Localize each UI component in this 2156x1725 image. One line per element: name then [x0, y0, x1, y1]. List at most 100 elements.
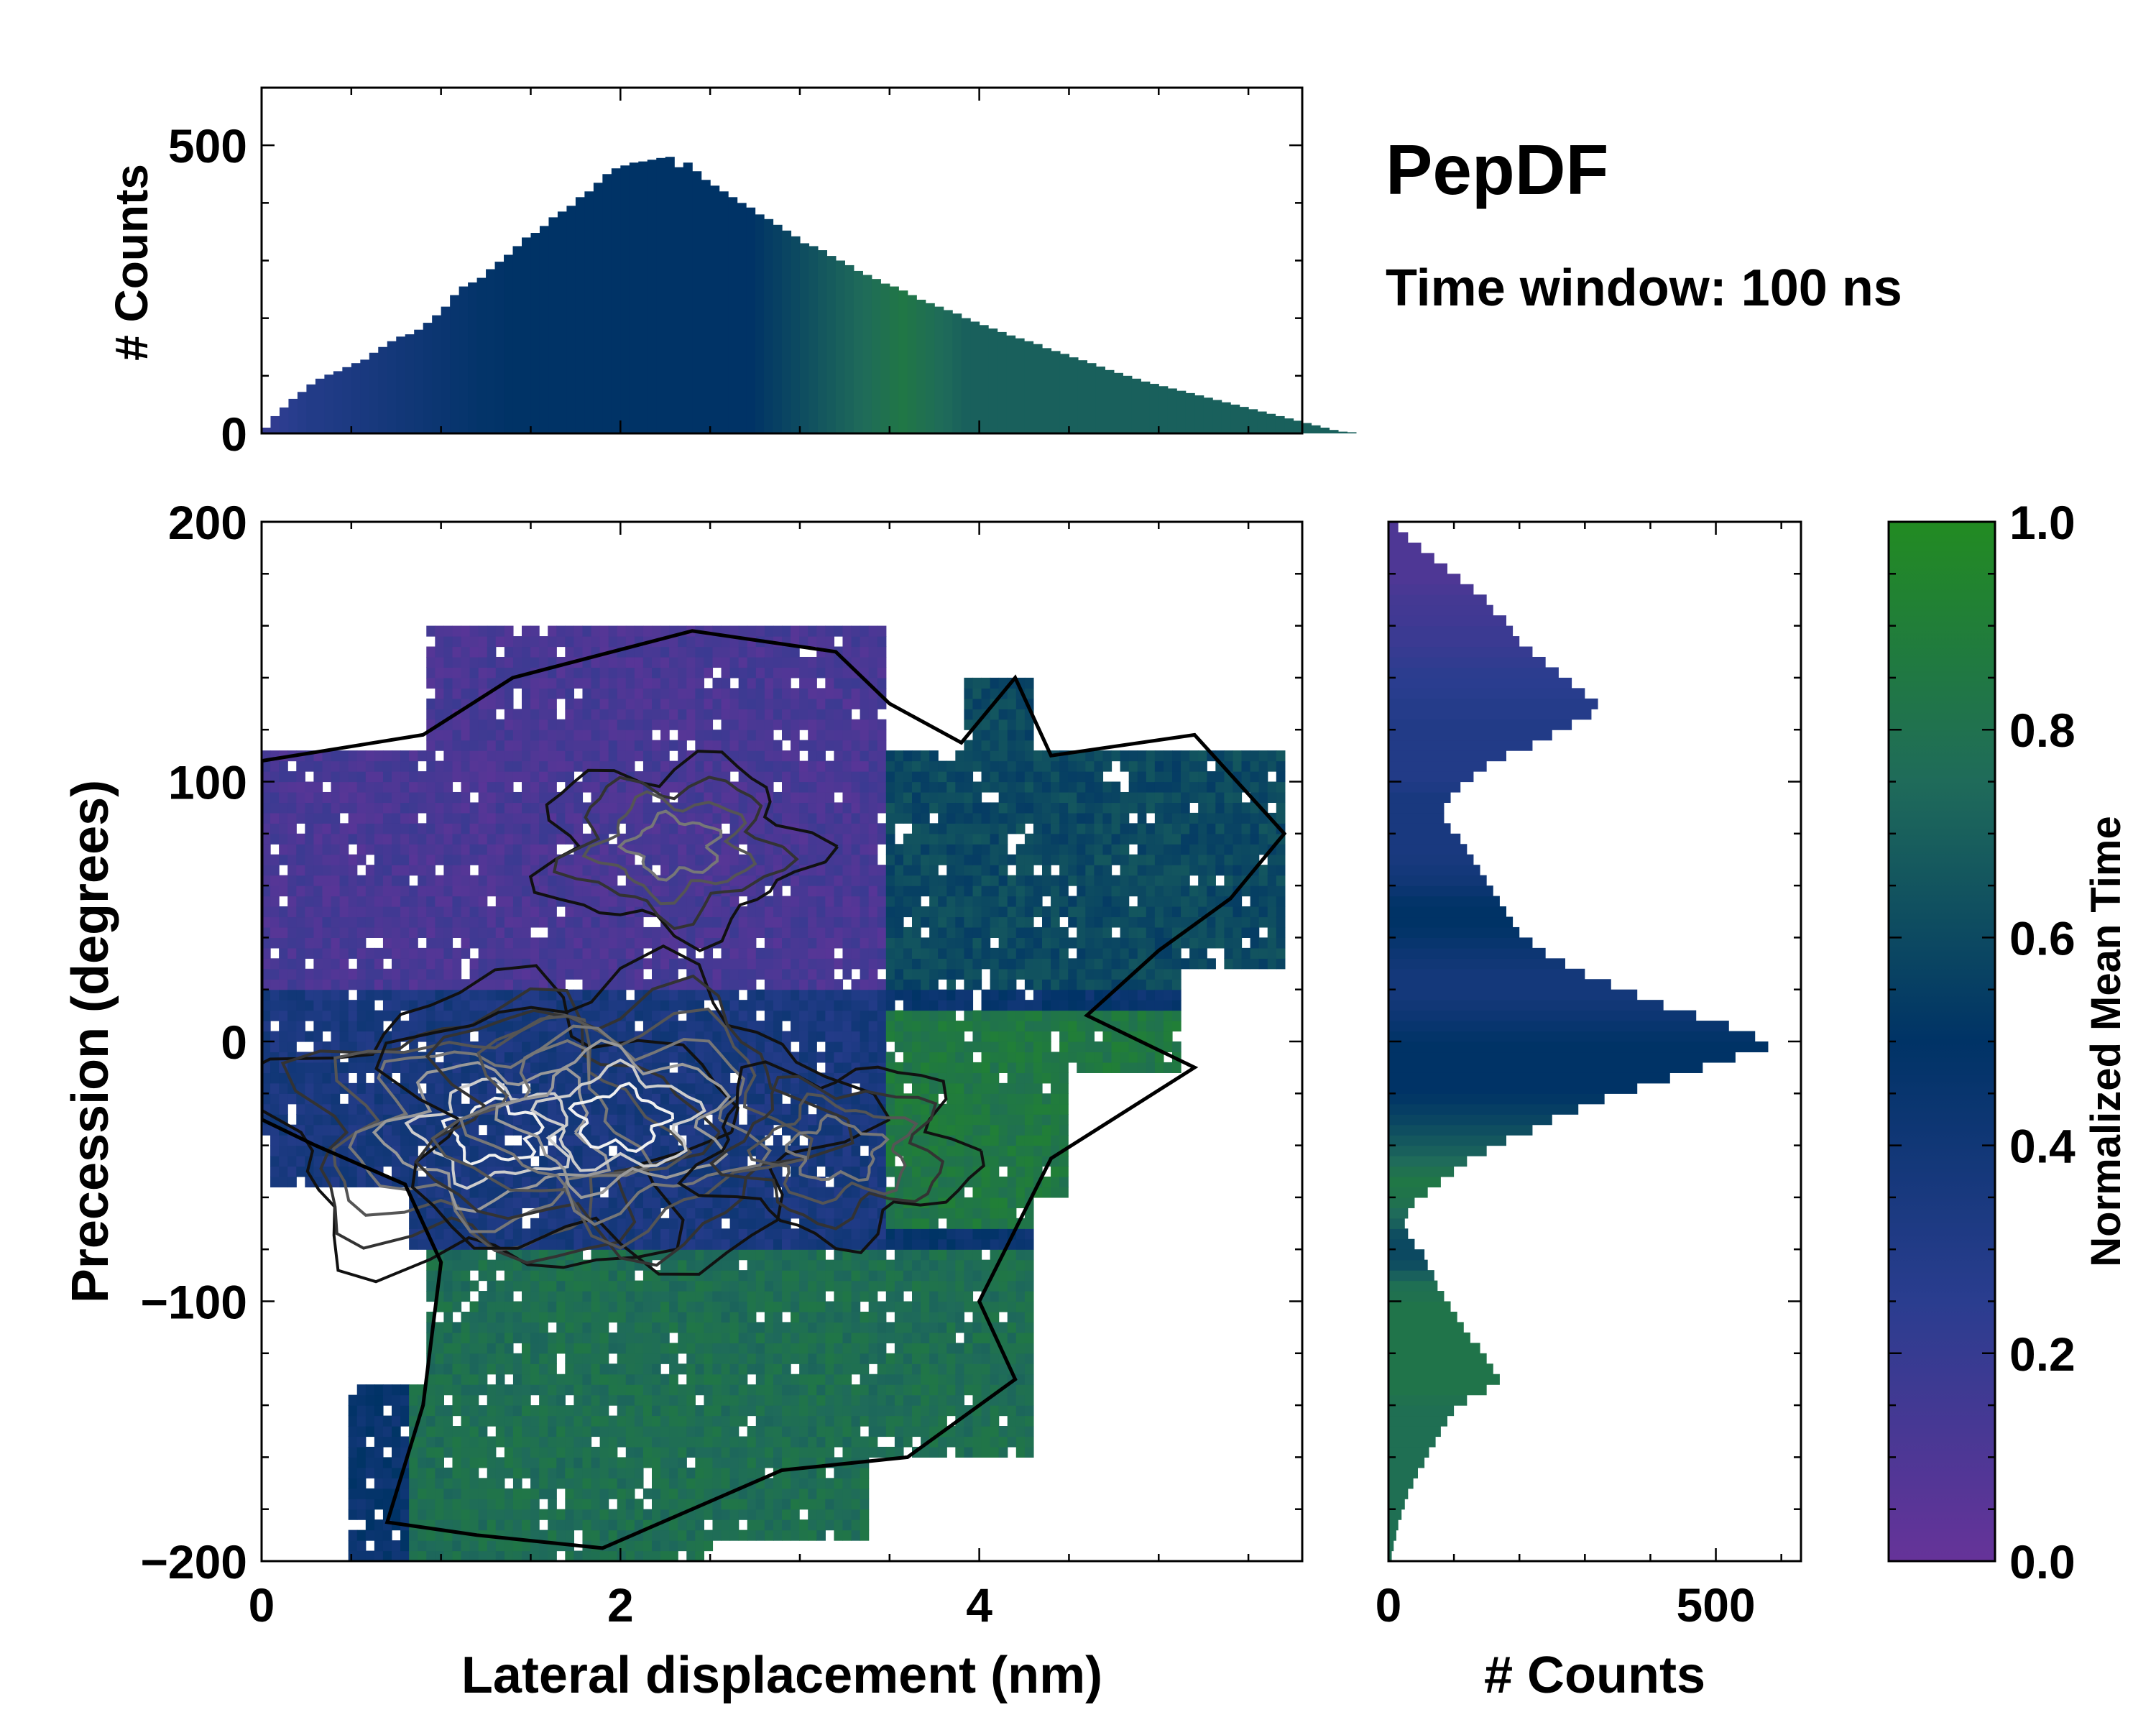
heatmap-cell — [764, 1488, 774, 1499]
heatmap-cell — [443, 833, 453, 845]
heatmap-cell — [565, 1343, 574, 1354]
heatmap-cell — [782, 979, 791, 990]
heatmap-cell — [791, 979, 800, 990]
heatmap-cell — [582, 1467, 592, 1478]
heatmap-cell — [418, 958, 427, 970]
heatmap-cell — [339, 823, 349, 834]
heatmap-cell — [634, 1405, 644, 1417]
heatmap-cell — [678, 709, 687, 720]
heatmap-cell — [652, 1218, 661, 1229]
heatmap-cell — [270, 958, 280, 970]
heatmap-cell — [642, 719, 653, 730]
heatmap-cell — [478, 760, 488, 772]
heatmap-cell — [426, 740, 436, 751]
heatmap-cell — [808, 1000, 817, 1011]
heatmap-cell — [382, 1499, 392, 1510]
heatmap-cell — [461, 636, 471, 648]
heatmap-cell — [452, 667, 462, 678]
heatmap-cell — [652, 937, 661, 949]
heatmap-cell — [764, 1238, 774, 1250]
heatmap-cell — [591, 1343, 601, 1354]
heatmap-cell — [400, 750, 410, 762]
heatmap-cell — [599, 989, 609, 1000]
heatmap-cell — [495, 968, 505, 980]
heatmap-cell — [287, 958, 297, 970]
top-hist-bar — [360, 359, 370, 433]
heatmap-cell — [686, 906, 696, 918]
heatmap-cell — [599, 1467, 609, 1478]
heatmap-cell — [695, 989, 704, 1000]
heatmap-cell — [660, 989, 670, 1000]
heatmap-cell — [591, 1374, 601, 1385]
heatmap-cell — [816, 802, 826, 814]
heatmap-cell — [660, 823, 670, 834]
heatmap-cell — [487, 865, 497, 876]
heatmap-cell — [825, 1509, 834, 1520]
heatmap-cell — [487, 1509, 497, 1520]
heatmap-cell — [678, 698, 687, 709]
heatmap-cell — [591, 771, 601, 783]
heatmap-cell — [469, 896, 479, 907]
heatmap-cell — [808, 730, 817, 741]
top-hist-bar — [1131, 378, 1141, 433]
heatmap-cell — [642, 844, 653, 855]
heatmap-cell — [799, 1415, 808, 1427]
heatmap-cell — [799, 1457, 808, 1468]
heatmap-cell — [356, 1467, 367, 1478]
heatmap-cell — [599, 1301, 609, 1312]
heatmap-cell — [495, 1499, 505, 1510]
heatmap-cell — [791, 1176, 800, 1188]
heatmap-cell — [356, 781, 367, 793]
heatmap-cell — [548, 1187, 557, 1198]
heatmap-cell — [617, 1488, 627, 1499]
heatmap-cell — [678, 812, 687, 824]
heatmap-cell — [487, 844, 497, 855]
heatmap-cell — [287, 823, 297, 834]
heatmap-cell — [773, 1343, 783, 1354]
top-hist-bar — [476, 277, 487, 433]
heatmap-cell — [816, 1238, 826, 1250]
heatmap-cell — [478, 719, 488, 730]
heatmap-cell — [512, 833, 522, 845]
heatmap-cell — [712, 1478, 722, 1489]
heatmap-cell — [443, 1291, 453, 1302]
heatmap-cell — [461, 719, 471, 730]
heatmap-cell — [512, 709, 522, 720]
heatmap-cell — [686, 709, 696, 720]
heatmap-cell — [348, 802, 358, 814]
heatmap-cell — [313, 926, 323, 938]
heatmap-cell — [669, 781, 678, 793]
heatmap-cell — [773, 937, 783, 949]
heatmap-cell — [305, 1062, 314, 1073]
heatmap-cell — [704, 656, 714, 668]
heatmap-cell — [452, 979, 462, 990]
heatmap-cell — [808, 844, 817, 855]
heatmap-cell — [634, 812, 644, 824]
heatmap-cell — [686, 1156, 696, 1167]
top-hist-bar — [1024, 341, 1034, 433]
heatmap-cell — [773, 1238, 783, 1250]
heatmap-cell — [469, 771, 479, 783]
heatmap-cell — [487, 677, 497, 689]
heatmap-cell — [755, 1270, 765, 1282]
heatmap-cell — [313, 1135, 323, 1146]
heatmap-cell — [799, 989, 808, 1000]
heatmap-cell — [512, 1280, 522, 1292]
heatmap-cell — [721, 1197, 731, 1208]
heatmap-cell — [747, 625, 757, 637]
heatmap-cell — [678, 1311, 687, 1323]
heatmap-cell — [469, 1145, 479, 1156]
top-hist-bar — [1275, 415, 1285, 433]
heatmap-cell — [642, 812, 653, 824]
heatmap-cell — [799, 1530, 808, 1541]
heatmap-cell — [729, 1311, 740, 1323]
heatmap-cell — [512, 636, 522, 648]
heatmap-cell — [512, 823, 522, 834]
heatmap-cell — [270, 812, 280, 824]
heatmap-cell — [712, 1280, 722, 1292]
heatmap-cell — [426, 1072, 436, 1084]
heatmap-cell — [461, 730, 471, 741]
heatmap-cell — [617, 688, 627, 699]
heatmap-cell — [495, 1135, 505, 1146]
